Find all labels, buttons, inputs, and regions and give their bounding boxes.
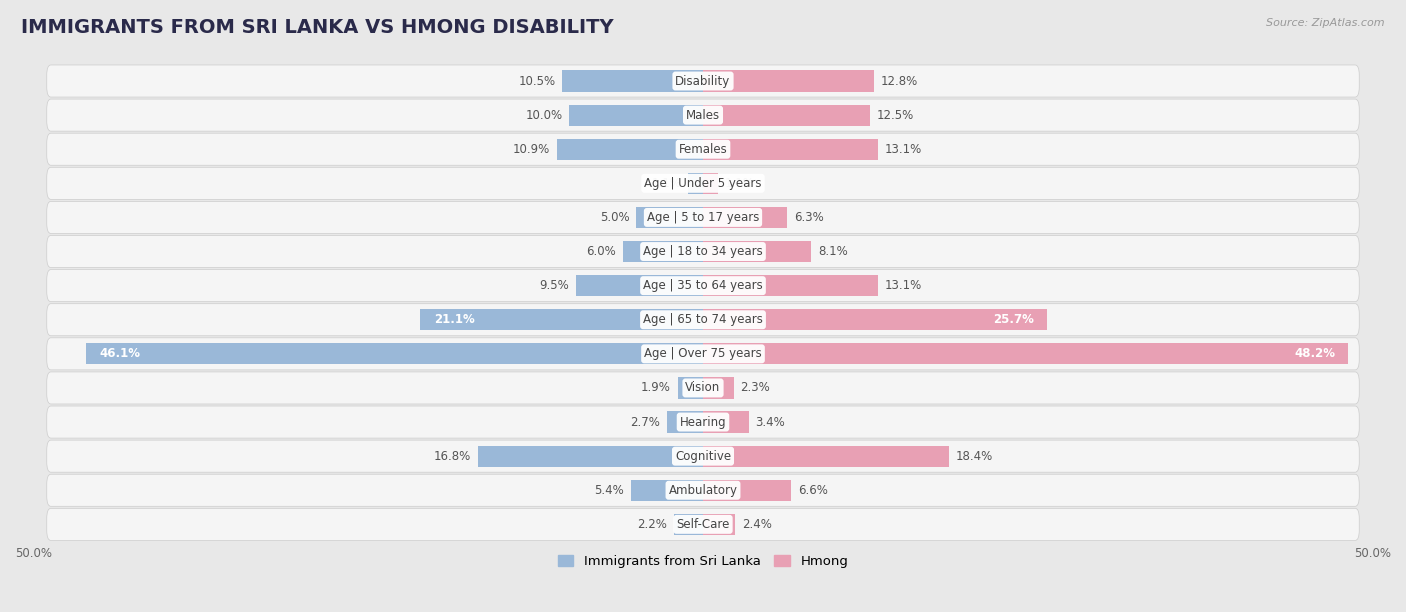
Bar (703, 514, 735, 535)
Text: Age | Under 5 years: Age | Under 5 years (644, 177, 762, 190)
Text: Hearing: Hearing (679, 416, 727, 428)
Text: 6.3%: 6.3% (794, 211, 824, 224)
FancyBboxPatch shape (46, 406, 1360, 438)
FancyBboxPatch shape (46, 440, 1360, 472)
Bar (689, 173, 703, 194)
Text: 12.8%: 12.8% (882, 75, 918, 88)
Text: 2.4%: 2.4% (742, 518, 772, 531)
Text: Age | 18 to 34 years: Age | 18 to 34 years (643, 245, 763, 258)
Text: 2.2%: 2.2% (637, 518, 666, 531)
Text: Ambulatory: Ambulatory (668, 483, 738, 497)
Text: Vision: Vision (685, 381, 721, 395)
Text: 2.7%: 2.7% (630, 416, 661, 428)
Bar (420, 309, 703, 330)
Text: 21.1%: 21.1% (434, 313, 475, 326)
Text: Disability: Disability (675, 75, 731, 88)
Bar (703, 105, 870, 125)
Text: Age | 35 to 64 years: Age | 35 to 64 years (643, 279, 763, 292)
Bar (703, 309, 1047, 330)
Bar (703, 446, 949, 467)
Text: 13.1%: 13.1% (886, 279, 922, 292)
FancyBboxPatch shape (46, 65, 1360, 97)
FancyBboxPatch shape (46, 304, 1360, 336)
Text: 9.5%: 9.5% (540, 279, 569, 292)
Text: 3.4%: 3.4% (755, 416, 785, 428)
Text: 18.4%: 18.4% (956, 450, 993, 463)
Text: 6.6%: 6.6% (799, 483, 828, 497)
Text: Females: Females (679, 143, 727, 155)
Text: 1.9%: 1.9% (641, 381, 671, 395)
Bar (703, 70, 875, 92)
Bar (557, 139, 703, 160)
Text: Males: Males (686, 108, 720, 122)
Bar (623, 241, 703, 262)
Text: 25.7%: 25.7% (993, 313, 1033, 326)
Text: 48.2%: 48.2% (1294, 348, 1336, 360)
Text: 5.0%: 5.0% (600, 211, 630, 224)
FancyBboxPatch shape (46, 99, 1360, 131)
Bar (703, 343, 1348, 364)
Text: 10.0%: 10.0% (526, 108, 562, 122)
Bar (478, 446, 703, 467)
FancyBboxPatch shape (46, 270, 1360, 302)
Bar (636, 207, 703, 228)
Bar (703, 480, 792, 501)
Bar (703, 275, 879, 296)
Bar (703, 241, 811, 262)
Bar (703, 139, 879, 160)
Bar (569, 105, 703, 125)
Text: Age | 65 to 74 years: Age | 65 to 74 years (643, 313, 763, 326)
Text: Source: ZipAtlas.com: Source: ZipAtlas.com (1267, 18, 1385, 28)
Legend: Immigrants from Sri Lanka, Hmong: Immigrants from Sri Lanka, Hmong (553, 550, 853, 573)
Bar (576, 275, 703, 296)
Text: 8.1%: 8.1% (818, 245, 848, 258)
Bar (703, 173, 717, 194)
Text: 5.4%: 5.4% (595, 483, 624, 497)
FancyBboxPatch shape (46, 201, 1360, 233)
Text: IMMIGRANTS FROM SRI LANKA VS HMONG DISABILITY: IMMIGRANTS FROM SRI LANKA VS HMONG DISAB… (21, 18, 613, 37)
Bar (703, 378, 734, 398)
Bar (673, 514, 703, 535)
FancyBboxPatch shape (46, 236, 1360, 267)
FancyBboxPatch shape (46, 372, 1360, 404)
Text: 10.9%: 10.9% (513, 143, 550, 155)
FancyBboxPatch shape (46, 474, 1360, 506)
Text: Cognitive: Cognitive (675, 450, 731, 463)
Bar (631, 480, 703, 501)
Bar (703, 207, 787, 228)
Bar (562, 70, 703, 92)
Text: 12.5%: 12.5% (877, 108, 914, 122)
Bar (86, 343, 703, 364)
Text: 6.0%: 6.0% (586, 245, 616, 258)
FancyBboxPatch shape (46, 509, 1360, 540)
Bar (666, 411, 703, 433)
Text: Self-Care: Self-Care (676, 518, 730, 531)
Bar (678, 378, 703, 398)
Text: 2.3%: 2.3% (741, 381, 770, 395)
FancyBboxPatch shape (46, 338, 1360, 370)
Text: 1.1%: 1.1% (724, 177, 754, 190)
Text: 16.8%: 16.8% (434, 450, 471, 463)
Text: 13.1%: 13.1% (886, 143, 922, 155)
Text: 10.5%: 10.5% (519, 75, 555, 88)
Bar (703, 411, 748, 433)
Text: 1.1%: 1.1% (652, 177, 682, 190)
Text: 46.1%: 46.1% (98, 348, 141, 360)
FancyBboxPatch shape (46, 133, 1360, 165)
FancyBboxPatch shape (46, 167, 1360, 200)
Text: Age | 5 to 17 years: Age | 5 to 17 years (647, 211, 759, 224)
Text: Age | Over 75 years: Age | Over 75 years (644, 348, 762, 360)
